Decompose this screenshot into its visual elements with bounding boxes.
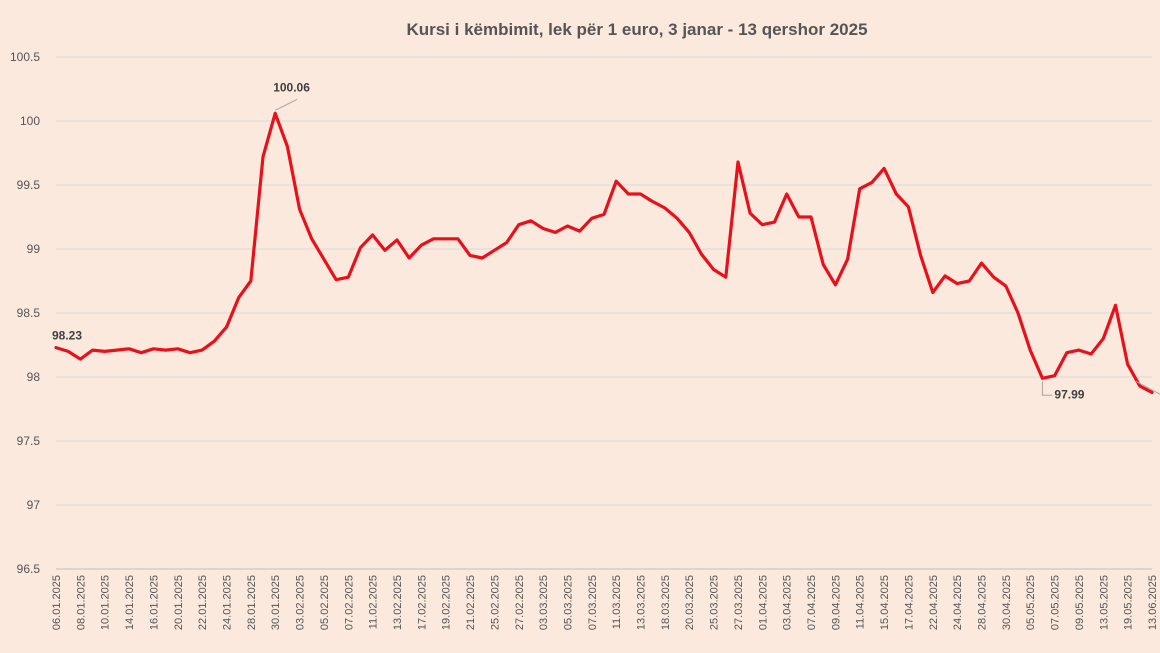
x-tick-label: 06.01.2025 [51, 575, 63, 630]
x-tick-label: 24.01.2025 [221, 575, 233, 630]
x-tick-label: 11.03.2025 [611, 575, 623, 629]
x-tick-label: 05.03.2025 [562, 575, 574, 630]
label-leader-line [1135, 380, 1160, 395]
series-line [54, 111, 1154, 394]
x-tick-label: 07.03.2025 [587, 575, 599, 630]
y-tick-label: 100 [20, 114, 40, 128]
x-tick-label: 03.03.2025 [538, 575, 550, 630]
gridlines [56, 56, 1152, 570]
x-tick-label: 28.04.2025 [977, 575, 989, 630]
y-tick-label: 100.5 [10, 50, 40, 64]
x-tick-label: 13.02.2025 [392, 575, 404, 630]
x-tick-label: 03.02.2025 [295, 575, 307, 630]
x-tick-label: 18.03.2025 [660, 575, 672, 630]
x-tick-label: 20.03.2025 [684, 575, 696, 630]
data-label: 97.99 [1054, 387, 1084, 401]
x-tick-label: 21.02.2025 [465, 575, 477, 630]
data-label: 98.23 [52, 329, 82, 343]
x-tick-label: 30.01.2025 [270, 575, 282, 630]
x-tick-label: 11.04.2025 [855, 575, 867, 629]
x-tick-label: 16.01.2025 [148, 575, 160, 630]
x-tick-label: 20.01.2025 [173, 575, 185, 630]
x-tick-label: 08.01.2025 [75, 575, 87, 630]
x-tick-label: 09.05.2025 [1074, 575, 1086, 630]
x-tick-label: 10.01.2025 [100, 575, 112, 630]
x-tick-label: 14.01.2025 [124, 575, 136, 630]
x-tick-label: 22.01.2025 [197, 575, 209, 630]
series-group [54, 111, 1154, 394]
x-tick-label: 22.04.2025 [928, 575, 940, 630]
y-axis-ticks: 100.5 100 99.5 99 98.5 98 97.5 97 96.5 [10, 50, 40, 576]
x-tick-label: 11.02.2025 [368, 575, 380, 629]
x-tick-label: 30.04.2025 [1001, 575, 1013, 630]
y-tick-label: 99.5 [17, 178, 41, 192]
chart-title: Kursi i këmbimit, lek për 1 euro, 3 jana… [406, 20, 867, 39]
x-tick-label: 05.05.2025 [1025, 575, 1037, 630]
x-tick-label: 13.06.2025 [1147, 575, 1159, 630]
x-tick-label: 03.04.2025 [782, 575, 794, 630]
y-tick-label: 96.5 [17, 562, 41, 576]
y-tick-label: 98.5 [17, 306, 41, 320]
x-tick-label: 25.03.2025 [709, 575, 721, 630]
x-tick-label: 25.02.2025 [489, 575, 501, 630]
x-tick-label: 27.02.2025 [514, 575, 526, 630]
data-label: 100.06 [273, 80, 310, 94]
y-tick-label: 99 [27, 242, 41, 256]
x-tick-label: 09.04.2025 [830, 575, 842, 630]
y-tick-label: 97 [27, 498, 41, 512]
x-tick-label: 07.02.2025 [343, 575, 355, 630]
y-tick-label: 98 [27, 370, 41, 384]
x-tick-label: 17.04.2025 [903, 575, 915, 630]
x-tick-label: 19.05.2025 [1123, 575, 1135, 630]
x-tick-label: 13.05.2025 [1098, 575, 1110, 630]
x-tick-label: 07.04.2025 [806, 575, 818, 630]
y-tick-label: 97.5 [17, 434, 41, 448]
x-axis-ticks: 06.01.2025 08.01.2025 10.01.2025 14.01.2025… [51, 575, 1159, 630]
label-leader-line [274, 98, 298, 111]
x-tick-label: 24.04.2025 [952, 575, 964, 630]
x-tick-label: 05.02.2025 [319, 575, 331, 630]
label-leader-line [1041, 381, 1053, 396]
x-tick-label: 27.03.2025 [733, 575, 745, 630]
x-tick-label: 15.04.2025 [879, 575, 891, 630]
x-tick-label: 01.04.2025 [757, 575, 769, 630]
x-tick-label: 28.01.2025 [246, 575, 258, 630]
x-tick-label: 13.03.2025 [636, 575, 648, 630]
x-tick-label: 07.05.2025 [1050, 575, 1062, 630]
x-tick-label: 17.02.2025 [416, 575, 428, 630]
x-tick-label: 19.02.2025 [441, 575, 453, 630]
